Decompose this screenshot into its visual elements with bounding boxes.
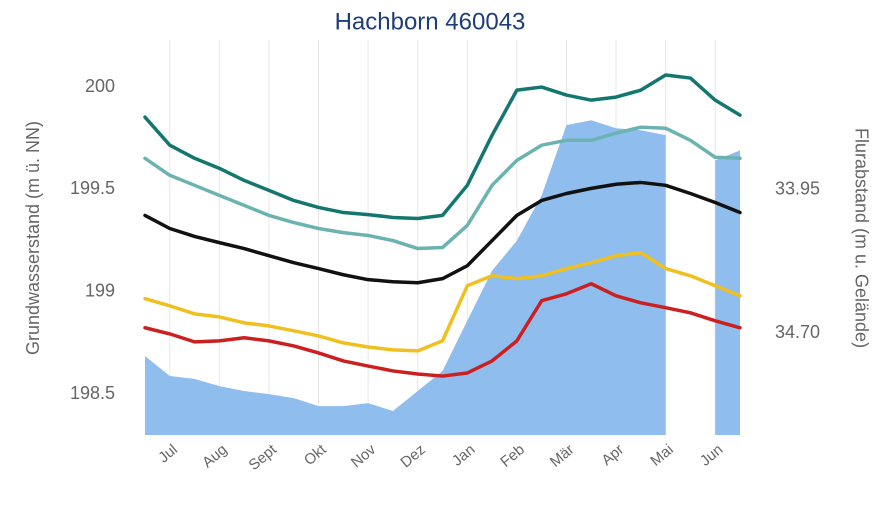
y2-tick-label: 34.70	[775, 322, 820, 342]
x-tick-label: Sept	[246, 441, 281, 474]
area	[145, 120, 666, 436]
x-tick-label: Okt	[301, 441, 330, 470]
line	[143, 125, 742, 251]
y-tick-label: 198.5	[70, 383, 115, 403]
y-tick-label: 199.5	[70, 178, 115, 198]
y2-tick-label: 33.95	[775, 178, 820, 198]
y-tick-label: 200	[85, 76, 115, 96]
x-tick-label: Mai	[647, 441, 676, 470]
x-tick-label: Jan	[449, 441, 478, 470]
x-tick-label: Dez	[397, 441, 428, 471]
chart-title: Hachborn 460043	[335, 8, 526, 35]
x-tick-label: Feb	[497, 441, 528, 471]
line	[143, 282, 742, 378]
y-axis-title: Grundwasserstand (m ü. NN)	[23, 121, 43, 355]
x-tick-label: Nov	[348, 441, 380, 471]
x-tick-label: Aug	[199, 441, 230, 471]
line	[143, 250, 742, 353]
y2-axis-title: Flurabstand (m u. Gelände)	[851, 128, 871, 348]
x-tick-label: Jun	[697, 441, 726, 470]
x-tick-label: Apr	[598, 441, 627, 469]
x-tick-label: Jul	[155, 441, 181, 466]
y-tick-label: 199	[85, 280, 115, 300]
line	[143, 180, 742, 285]
line	[143, 73, 742, 221]
x-tick-label: Mär	[547, 441, 578, 471]
